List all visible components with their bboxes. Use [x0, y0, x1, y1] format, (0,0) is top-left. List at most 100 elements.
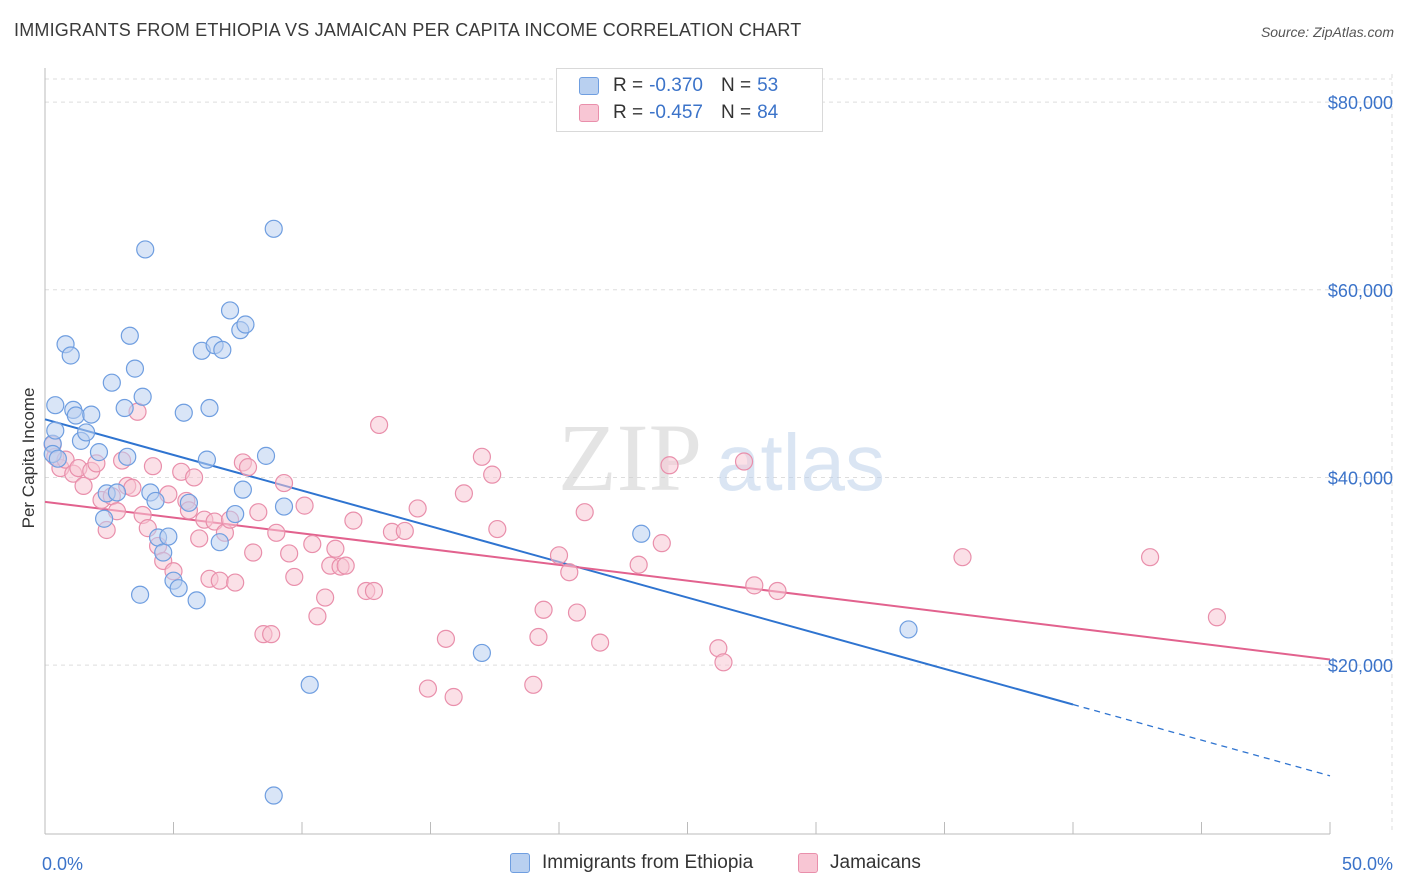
jamaicans-point: [436, 629, 456, 648]
ethiopia-point: [472, 643, 491, 663]
source-label: Source: ZipAtlas.com: [1260, 24, 1394, 40]
jamaicans-point: [591, 633, 610, 652]
legend-swatch-jamaicans: [579, 104, 599, 122]
jamaicans-point: [560, 563, 579, 582]
ethiopia-point: [46, 396, 65, 415]
ethiopia-point: [220, 301, 240, 320]
jamaicans-point: [244, 543, 263, 562]
jamaicans-point: [1140, 548, 1160, 567]
ethiopia-point: [120, 326, 139, 345]
jamaicans-point: [444, 687, 463, 707]
jamaicans-point: [280, 544, 299, 563]
jamaicans-point: [660, 456, 679, 475]
jamaicans-point: [184, 468, 204, 487]
jamaicans-point: [370, 415, 389, 435]
legend-r-label: R =: [613, 75, 644, 96]
ethiopia-point: [130, 585, 150, 604]
jamaicans-point: [326, 539, 345, 558]
ethiopia-point: [233, 480, 252, 499]
legend-swatch-ethiopia: [510, 853, 530, 873]
jamaicans-point: [1207, 608, 1227, 627]
ethiopia-point: [118, 447, 137, 466]
ethiopia-point: [210, 533, 229, 552]
ethiopia-point: [82, 405, 101, 424]
jamaicans-point: [408, 499, 427, 518]
legend-row-ethiopia: R = -0.370 N = 53: [579, 73, 778, 99]
jamaicans-point: [308, 607, 327, 626]
jamaicans-point: [529, 627, 548, 647]
legend-n-value-jamaicans: 84: [757, 102, 779, 123]
jamaicans-point: [143, 457, 163, 476]
jamaicans-point: [575, 503, 594, 522]
ethiopia-point: [125, 359, 145, 378]
legend-r-value-jamaicans: -0.457: [649, 102, 703, 123]
ethiopia-point: [48, 449, 67, 468]
ethiopia-point: [274, 497, 294, 516]
correlation-legend: R = -0.370 N = 53 R = -0.457 N = 84: [556, 68, 823, 132]
jamaicans-point: [303, 534, 322, 554]
jamaicans-point: [316, 588, 335, 607]
x-tick-label: 50.0%: [1342, 854, 1393, 874]
ethiopia-point: [256, 446, 276, 465]
ethiopia-point: [632, 524, 651, 543]
ethiopia-point: [146, 491, 165, 511]
legend-n-label: N =: [720, 102, 752, 123]
jamaicans-point: [488, 519, 507, 539]
jamaicans-point: [534, 600, 553, 619]
watermark-zip: ZIP: [558, 404, 702, 511]
ethiopia-point: [46, 421, 65, 440]
ethiopia-point: [187, 591, 206, 610]
ethiopia-points: [43, 219, 918, 805]
jamaicans-point: [364, 581, 384, 601]
y-tick-label: $40,000: [1328, 468, 1393, 488]
y-tick-label: $80,000: [1328, 93, 1393, 113]
y-axis-title: Per Capita Income: [19, 388, 38, 529]
legend-swatch-ethiopia: [579, 77, 599, 95]
jamaicans-point: [768, 581, 787, 601]
y-tick-label: $60,000: [1328, 281, 1393, 301]
ethiopia-point: [300, 675, 319, 694]
ethiopia-point: [179, 493, 199, 512]
jamaicans-point: [734, 452, 754, 471]
jamaicans-point: [226, 573, 245, 592]
jamaicans-point: [267, 523, 286, 542]
ethiopia-point: [66, 406, 85, 425]
legend-row-jamaicans: R = -0.457 N = 84: [579, 100, 778, 126]
ethiopia-point: [226, 504, 245, 524]
ethiopia-point: [264, 786, 283, 805]
jamaicans-point: [262, 625, 281, 644]
jamaicans-point: [567, 603, 587, 622]
ethiopia-trend-extension: [1072, 703, 1331, 777]
jamaicans-point: [454, 484, 474, 503]
ethiopia-point: [61, 346, 80, 365]
y-tick-label: $20,000: [1328, 656, 1393, 676]
ethiopia-point: [169, 579, 188, 598]
jamaicans-point: [210, 571, 229, 590]
ethiopia-point: [174, 403, 193, 422]
jamaicans-point: [549, 546, 569, 565]
jamaicans-trend-line: [44, 500, 1331, 661]
jamaicans-point: [745, 576, 764, 595]
ethiopia-point: [115, 398, 134, 418]
ethiopia-point: [264, 219, 283, 238]
ethiopia-point: [236, 315, 255, 334]
ethiopia-point: [213, 340, 232, 359]
jamaicans-point: [483, 465, 502, 484]
watermark: ZIP atlas: [558, 404, 885, 511]
jamaicans-point: [295, 496, 314, 515]
legend-item-ethiopia[interactable]: Immigrants from Ethiopia: [510, 852, 753, 874]
legend-swatch-jamaicans: [798, 853, 818, 873]
ethiopia-point: [77, 423, 96, 442]
jamaicans-point: [344, 511, 363, 530]
ethiopia-point: [136, 240, 155, 259]
jamaicans-point: [714, 653, 733, 672]
ethiopia-point: [159, 527, 178, 546]
chart-title: IMMIGRANTS FROM ETHIOPIA VS JAMAICAN PER…: [14, 20, 802, 40]
jamaicans-point: [524, 675, 543, 694]
legend-item-jamaicans[interactable]: Jamaicans: [798, 852, 921, 874]
legend-label-ethiopia: Immigrants from Ethiopia: [542, 852, 754, 873]
jamaicans-point: [472, 447, 491, 466]
legend-r-value-ethiopia: -0.370: [649, 75, 703, 96]
legend-r-label: R =: [613, 102, 644, 123]
